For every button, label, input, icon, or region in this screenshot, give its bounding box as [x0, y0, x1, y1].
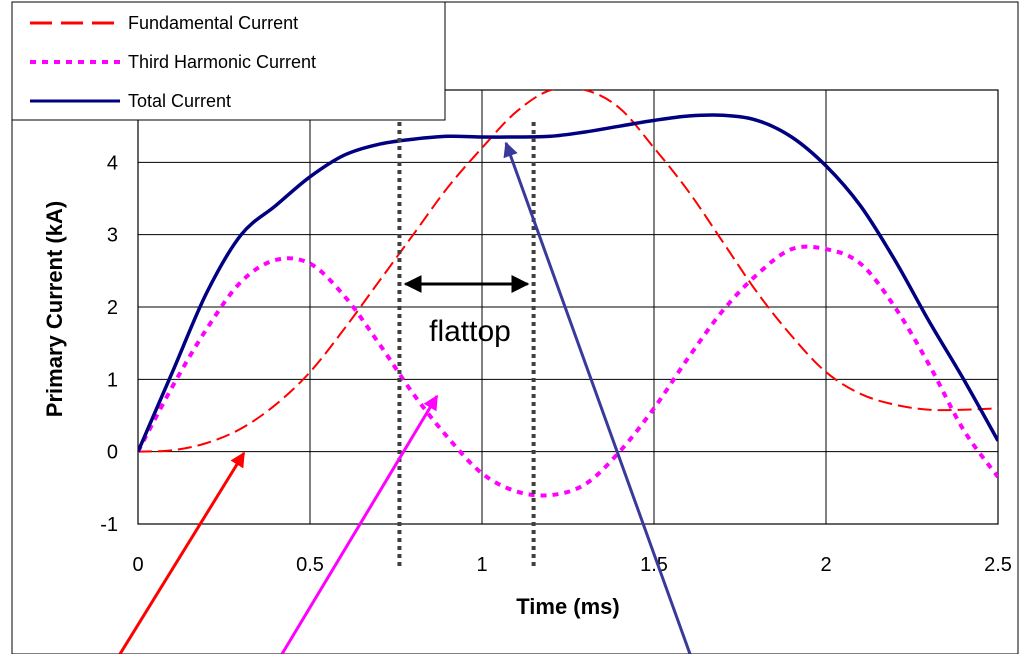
y-tick-label: 3 [107, 225, 118, 247]
legend-label-fundamental: Fundamental Current [128, 13, 298, 33]
y-tick-label: 0 [107, 442, 118, 464]
fundamental-current-line [138, 90, 998, 453]
y-axis-title: Primary Current (kA) [42, 201, 67, 417]
x-tick-label: 2.5 [984, 554, 1012, 576]
y-tick-label: 1 [107, 369, 118, 391]
x-axis-title: Time (ms) [516, 594, 620, 619]
third-harmonic-current-line [138, 244, 998, 498]
x-tick-label: 0.5 [296, 554, 324, 576]
x-tick-label: 2 [820, 554, 831, 576]
x-tick-label: 1 [476, 554, 487, 576]
flattop-label: flattop [429, 315, 511, 348]
legend: Fundamental Current Third Harmonic Curre… [11, 1, 446, 121]
y-tick-label: -1 [100, 514, 118, 536]
y-tick-label: 2 [107, 297, 118, 319]
total-current-line [138, 113, 998, 453]
flattop-annotation [397, 122, 536, 566]
third-harmonic-pointer-arrow [280, 394, 439, 655]
series-lines [138, 90, 998, 498]
legend-label-third-harmonic: Third Harmonic Current [128, 52, 316, 72]
grid [137, 89, 999, 525]
legend-label-total: Total Current [128, 91, 231, 111]
y-tick-label: 4 [107, 152, 118, 174]
total-pointer-arrow [503, 141, 692, 655]
pointer-arrows [118, 141, 692, 655]
x-tick-label: 0 [132, 554, 143, 576]
fundamental-pointer-arrow [118, 451, 246, 655]
